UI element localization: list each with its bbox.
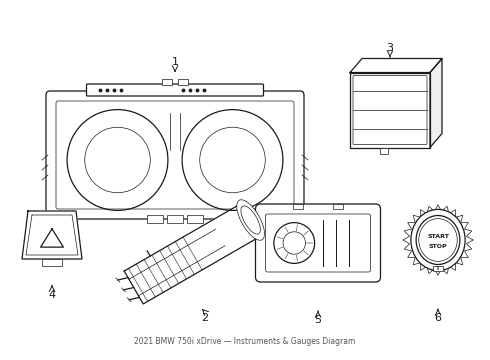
Bar: [178, 79, 188, 85]
Polygon shape: [124, 206, 256, 304]
Ellipse shape: [411, 210, 465, 271]
Text: II: II: [437, 266, 440, 271]
Bar: [293, 204, 303, 209]
Bar: [147, 215, 163, 223]
Ellipse shape: [241, 206, 260, 234]
FancyBboxPatch shape: [266, 214, 370, 272]
Bar: [333, 204, 343, 209]
Text: 1: 1: [172, 57, 178, 67]
Bar: [167, 215, 183, 223]
Circle shape: [274, 222, 315, 264]
Polygon shape: [350, 58, 442, 72]
Ellipse shape: [416, 216, 460, 265]
Text: 2: 2: [201, 313, 209, 323]
Bar: [187, 215, 203, 223]
Ellipse shape: [419, 219, 457, 261]
Text: 4: 4: [49, 290, 55, 300]
FancyBboxPatch shape: [56, 101, 294, 209]
Polygon shape: [403, 205, 473, 275]
Text: 3: 3: [387, 43, 393, 53]
FancyBboxPatch shape: [46, 91, 304, 219]
Text: 5: 5: [315, 315, 321, 325]
Bar: [380, 148, 388, 153]
Text: STOP: STOP: [429, 243, 447, 248]
Text: 2021 BMW 750i xDrive — Instruments & Gauges Diagram: 2021 BMW 750i xDrive — Instruments & Gau…: [134, 338, 356, 346]
Bar: [162, 79, 172, 85]
Text: 6: 6: [435, 313, 441, 323]
Bar: [433, 266, 443, 271]
Circle shape: [283, 232, 305, 254]
Bar: [42, 259, 62, 266]
Polygon shape: [22, 211, 82, 259]
Text: START: START: [427, 234, 449, 238]
FancyBboxPatch shape: [87, 84, 264, 96]
FancyBboxPatch shape: [255, 204, 381, 282]
Polygon shape: [350, 72, 430, 148]
Ellipse shape: [237, 200, 265, 240]
Polygon shape: [430, 58, 442, 148]
